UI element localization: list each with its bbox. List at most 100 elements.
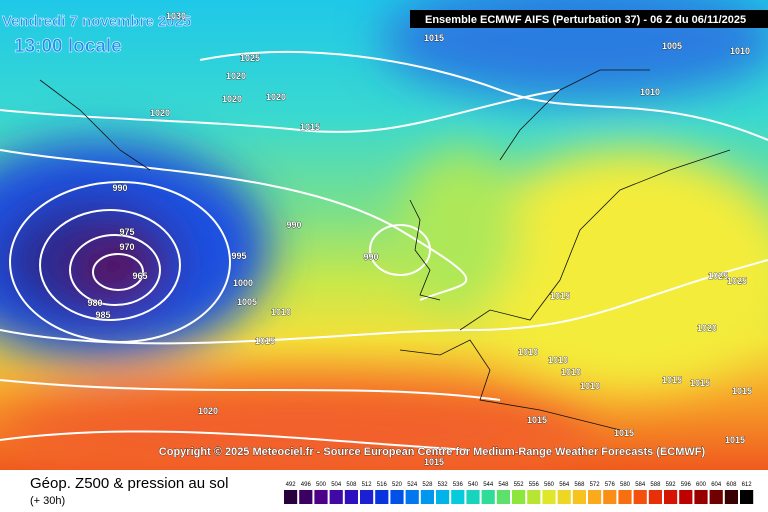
isobar-label: 1015 [300,122,320,132]
isobar-label: 965 [132,271,147,281]
scale-label: 552 [514,482,525,488]
scale-label: 520 [392,482,403,488]
isobar-label: 1025 [708,271,728,281]
isobar-label: 1000 [233,278,253,288]
scale-label: 492 [286,482,297,488]
scale-label: 592 [666,482,677,488]
isobar-label: 980 [87,298,102,308]
scale-label: 572 [590,482,601,488]
coastlines [39,69,731,431]
scale-swatch [618,490,632,504]
isobar-label: 1010 [730,46,750,56]
isobar-label: 1030 [166,11,186,21]
scale-swatch [284,490,298,504]
isobar-label: 1020 [697,323,717,333]
scale-swatch [588,490,602,504]
scale-label: 528 [422,482,433,488]
scale-label: 496 [301,482,312,488]
isobar-label: 1010 [640,87,660,97]
isobar-label: 1010 [271,307,291,317]
scale-label: 512 [362,482,373,488]
isobar-labels: 1030 1015 1005 1010 1025 1020 1020 1020 1010 1020… [87,11,752,468]
scale-label: 540 [468,482,479,488]
isobar-label: 1025 [240,53,260,63]
scale-label: 608 [726,482,737,488]
scale-label: 556 [529,482,540,488]
isobar-label: 1015 [527,415,547,425]
scale-label: 500 [316,482,327,488]
scale-label: 596 [681,482,692,488]
isobar-label: 990 [112,183,127,193]
isobar-label: 1005 [237,297,257,307]
isobar-label: 1015 [424,457,444,467]
scale-swatch [375,490,389,504]
scale-swatch [679,490,693,504]
isobar-label: 1025 [727,276,747,286]
scale-swatch [664,490,678,504]
scale-label: 600 [696,482,707,488]
scale-swatch [405,490,419,504]
scale-swatch [527,490,541,504]
isobar-label: 1015 [732,386,752,396]
scale-swatch [496,490,510,504]
legend-title: Géop. Z500 & pression au sol [30,475,228,492]
scale-swatch [436,490,450,504]
scale-label: 536 [453,482,464,488]
scale-label: 580 [620,482,631,488]
scale-swatch [648,490,662,504]
scale-label: 532 [438,482,449,488]
isobar-label: 1020 [198,406,218,416]
isobar-label: 1015 [725,435,745,445]
scale-swatch [481,490,495,504]
color-scale: 492 496 500 504 508 512 516 520 524 528 532 536 540 5… [284,482,754,504]
scale-label: 588 [650,482,661,488]
scale-swatch [299,490,313,504]
isobar-label: 1020 [266,92,286,102]
scale-swatch [603,490,617,504]
scale-swatch [329,490,343,504]
isobar-label: 990 [363,252,378,262]
isobar-label: 995 [231,251,246,261]
scale-swatch [451,490,465,504]
isobar-label: 1015 [662,375,682,385]
isobar-label: 1015 [690,378,710,388]
scale-swatch [466,490,480,504]
scale-swatch [633,490,647,504]
isobars [0,50,768,451]
scale-swatch [572,490,586,504]
title-box [410,10,768,28]
scale-label: 524 [407,482,418,488]
isobar-label: 1020 [150,108,170,118]
model-run: Ensemble ECMWF AIFS (Perturbation 37) - … [425,14,746,26]
scale-label: 508 [346,482,357,488]
scale-swatch [542,490,556,504]
isobar-label: 1010 [580,381,600,391]
scale-label: 504 [331,482,342,488]
local-time: 13:00 locale [14,36,122,57]
isobar-label: 1020 [222,94,242,104]
scale-label: 568 [574,482,585,488]
lead-time: (+ 30h) [30,495,65,507]
scale-swatch [694,490,708,504]
isobar-label: 975 [119,227,134,237]
isobar-label: 1015 [424,33,444,43]
scale-swatch [314,490,328,504]
scale-swatch [360,490,374,504]
scale-swatch [390,490,404,504]
date: Vendredi 7 novembre 2025 [2,13,191,30]
isobar-label: 1010 [518,347,538,357]
scale-swatch [512,490,526,504]
scale-swatch [709,490,723,504]
isobar-label: 1020 [226,71,246,81]
isobar-label: 970 [119,242,134,252]
isobar-label: 1015 [550,291,570,301]
scale-label: 548 [498,482,509,488]
scale-label: 560 [544,482,555,488]
scale-label: 564 [559,482,570,488]
isobar-label: 990 [286,220,301,230]
isobar-label: 1010 [548,355,568,365]
scale-swatch [420,490,434,504]
isobar-label: 1015 [614,428,634,438]
scale-swatch [740,490,754,504]
